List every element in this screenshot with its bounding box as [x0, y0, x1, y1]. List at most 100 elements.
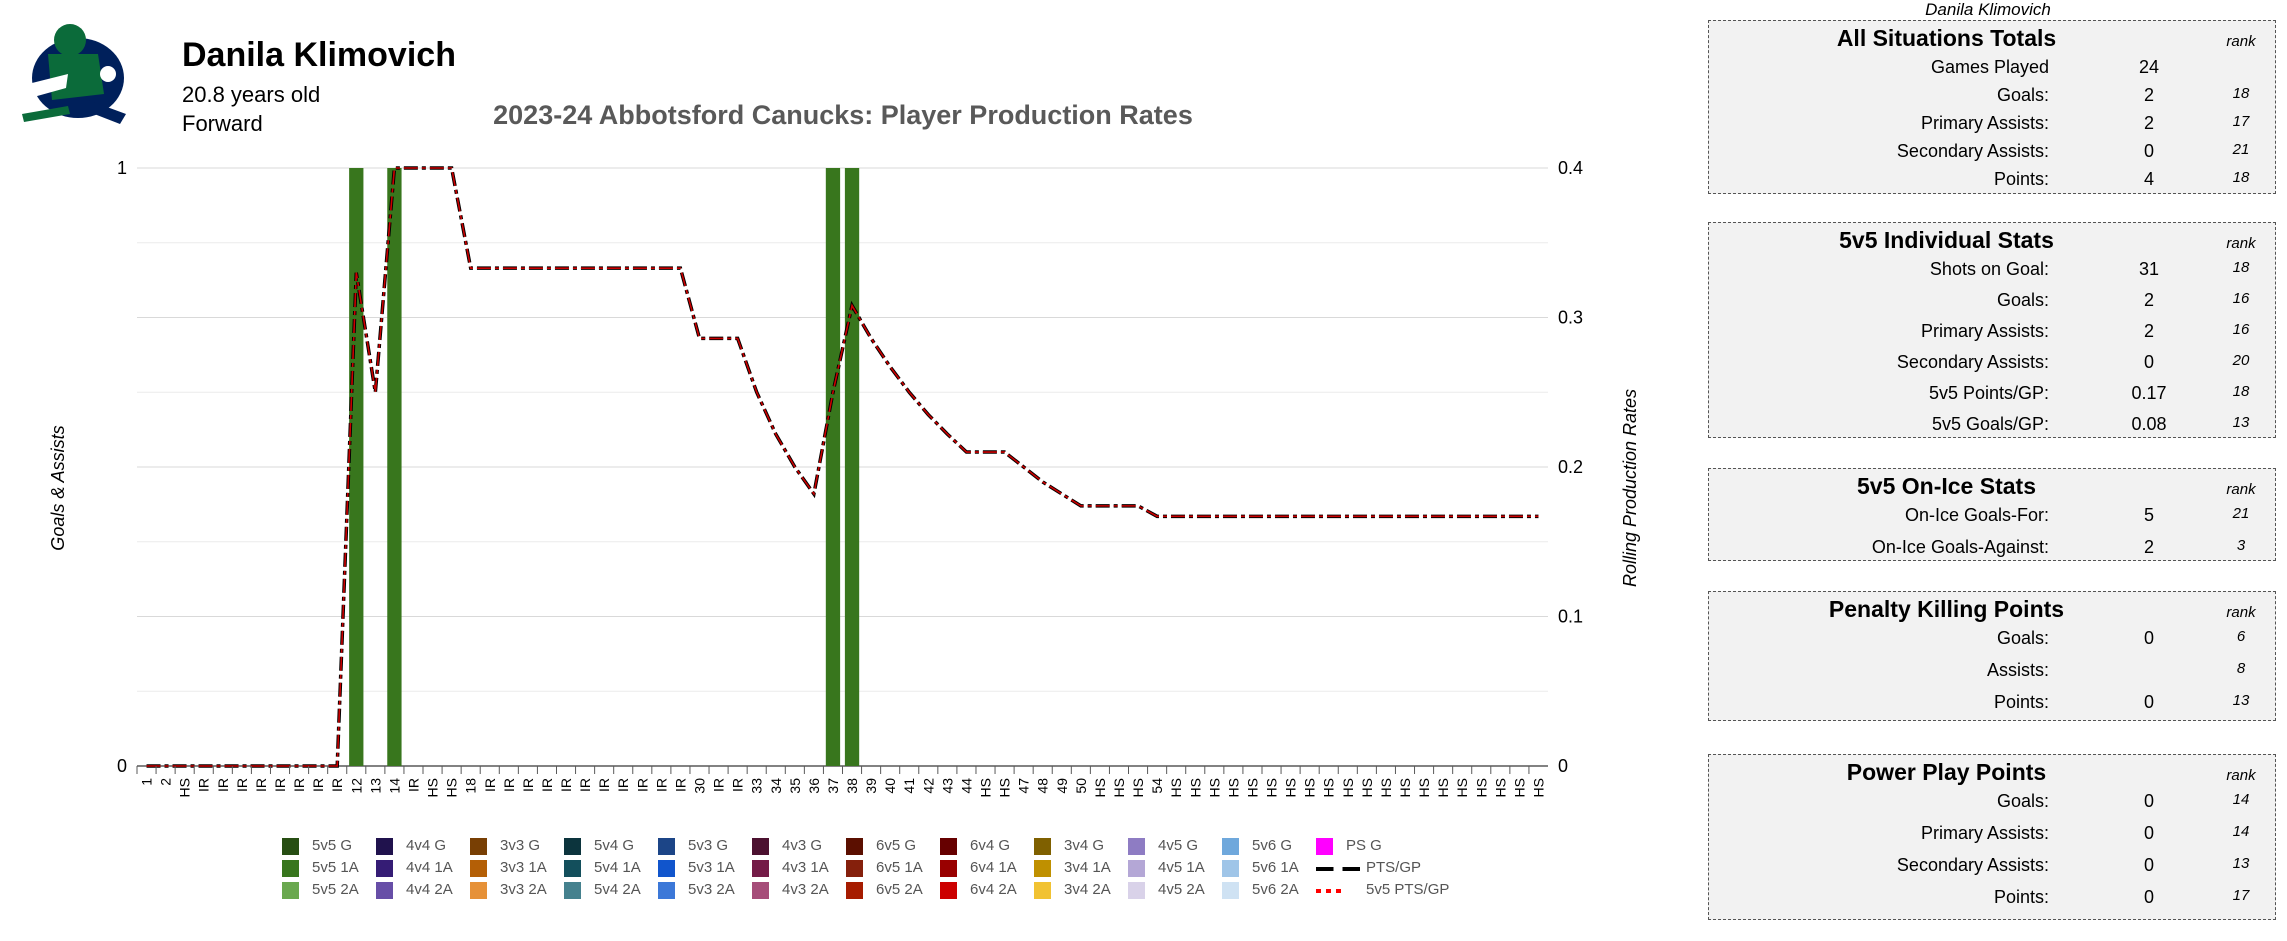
x-tick-label: IR [539, 778, 555, 792]
stat-value: 0 [2143, 791, 2154, 811]
legend-swatch [1128, 860, 1145, 877]
x-tick-label: 13 [367, 778, 383, 794]
legend-label: 5v5 1A [312, 859, 359, 876]
stat-rank: 21 [2232, 141, 2250, 158]
stat-rank: 21 [2232, 505, 2250, 522]
legend-label: 3v4 G [1064, 837, 1105, 854]
stat-label: On-Ice Goals-Against: [1871, 537, 2049, 557]
legend-label: 4v3 2A [782, 881, 829, 898]
stat-label: 5v5 Points/GP: [1928, 383, 2049, 403]
y-right-tick-label: 0 [1558, 756, 1568, 776]
legend-swatch [658, 860, 675, 877]
stat-value: 31 [2138, 259, 2160, 279]
legend-label: 5v3 1A [688, 859, 735, 876]
legend-label: 5v5 PTS/GP [1366, 881, 1450, 898]
legend-label: 5v5 2A [312, 881, 359, 898]
stat-rank: 18 [2232, 383, 2250, 400]
stat-value: 0 [2143, 628, 2154, 648]
pts-per-gp-line-inner [146, 167, 1539, 767]
x-tick-label: HS [1264, 778, 1280, 797]
stat-label: Secondary Assists: [1896, 141, 2049, 161]
x-tick-label: HS [1511, 778, 1527, 797]
stat-rank: 6 [2236, 628, 2246, 645]
x-tick-label: HS [997, 778, 1013, 797]
stat-row: 5v5 Goals/GP: 0.08 13 [1709, 414, 2277, 444]
x-tick-label: 39 [863, 778, 879, 794]
legend-swatch [940, 882, 957, 899]
stat-rank: 20 [2232, 352, 2250, 369]
x-tick-label: IR [310, 778, 326, 792]
stat-rank: 18 [2232, 85, 2250, 102]
x-tick-label: IR [501, 778, 517, 792]
legend-label: 6v4 2A [970, 881, 1017, 898]
legend-label: 3v3 G [500, 837, 541, 854]
stat-label: Points: [1993, 887, 2049, 907]
y-right-tick-label: 0.4 [1558, 158, 1583, 178]
x-tick-label: IR [558, 778, 574, 792]
team-logo [22, 24, 126, 124]
legend-label: 4v4 2A [406, 881, 453, 898]
x-tick-label: IR [234, 778, 250, 792]
stat-box: Penalty Killing Points rank Goals: 0 6 Assist… [1708, 591, 2276, 721]
x-tick-label: IR [482, 778, 498, 792]
x-tick-label: 48 [1035, 778, 1051, 794]
stat-label: Primary Assists: [1920, 321, 2049, 341]
stat-rank: 3 [2236, 537, 2246, 554]
stat-value: 0.17 [2131, 383, 2167, 403]
legend-label: 5v4 2A [594, 881, 641, 898]
panel-player-name: Danila Klimovich [1925, 0, 2051, 19]
stat-label: Shots on Goal: [1929, 259, 2049, 279]
legend-swatch [1316, 889, 1344, 893]
stat-value: 0 [2143, 823, 2154, 843]
rank-header: rank [2226, 235, 2256, 252]
legend-label: 5v6 2A [1252, 881, 1299, 898]
stat-row: Points: 4 18 [1709, 169, 2277, 199]
stat-row: Shots on Goal: 31 18 [1709, 259, 2277, 289]
x-tick-label: 12 [348, 778, 364, 794]
x-tick-label: IR [634, 778, 650, 792]
legend-swatch [376, 860, 393, 877]
legend-label: 3v4 1A [1064, 859, 1111, 876]
stat-row: Goals: 0 6 [1709, 628, 2277, 658]
legend-swatch [564, 882, 581, 899]
stat-label: Secondary Assists: [1896, 855, 2049, 875]
x-tick-label: 2 [158, 778, 174, 786]
x-tick-label: HS [1435, 778, 1451, 797]
stat-box-title: 5v5 On-Ice Stats [1857, 473, 2036, 499]
legend-label: PS G [1346, 837, 1382, 854]
stat-label: Points: [1993, 169, 2049, 189]
stat-row: Secondary Assists: 0 21 [1709, 141, 2277, 171]
x-tick-label: HS [1244, 778, 1260, 797]
stat-label: Games Played [1930, 57, 2049, 77]
stat-label: On-Ice Goals-For: [1904, 505, 2049, 525]
x-tick-label: 50 [1073, 778, 1089, 794]
stat-box-title: Power Play Points [1846, 759, 2047, 785]
legend-swatch [1222, 838, 1239, 855]
rank-header: rank [2226, 604, 2256, 621]
x-tick-label: IR [615, 778, 631, 792]
stat-row: Primary Assists: 0 14 [1709, 823, 2277, 853]
legend-swatch [846, 860, 863, 877]
legend-swatch [1034, 860, 1051, 877]
stat-value: 2 [2143, 85, 2154, 105]
stat-rank: 18 [2232, 169, 2250, 186]
legend-label: 4v5 1A [1158, 859, 1205, 876]
x-tick-label: HS [1206, 778, 1222, 797]
x-tick-label: 30 [691, 778, 707, 794]
x-tick-label: HS [1321, 778, 1337, 797]
legend-swatch [1316, 867, 1360, 871]
stat-label: Primary Assists: [1920, 113, 2049, 133]
player-position: Forward [182, 111, 263, 136]
stat-box-title: All Situations Totals [1836, 25, 2057, 51]
x-tick-label: HS [444, 778, 460, 797]
legend-label: 4v3 G [782, 837, 823, 854]
legend-label: 3v4 2A [1064, 881, 1111, 898]
legend-swatch [658, 882, 675, 899]
legend-label: 5v4 1A [594, 859, 641, 876]
stat-rank: 13 [2232, 414, 2250, 431]
stat-label: Goals: [1996, 290, 2049, 310]
stat-value: 0 [2143, 887, 2154, 907]
x-tick-label: 38 [844, 778, 860, 794]
chart-legend: 5v5 G 5v5 1A 5v5 2A 4v4 G 4v4 1A 4v4 2A 3v3 G 3… [282, 837, 1482, 908]
legend-label: PTS/GP [1366, 859, 1422, 876]
